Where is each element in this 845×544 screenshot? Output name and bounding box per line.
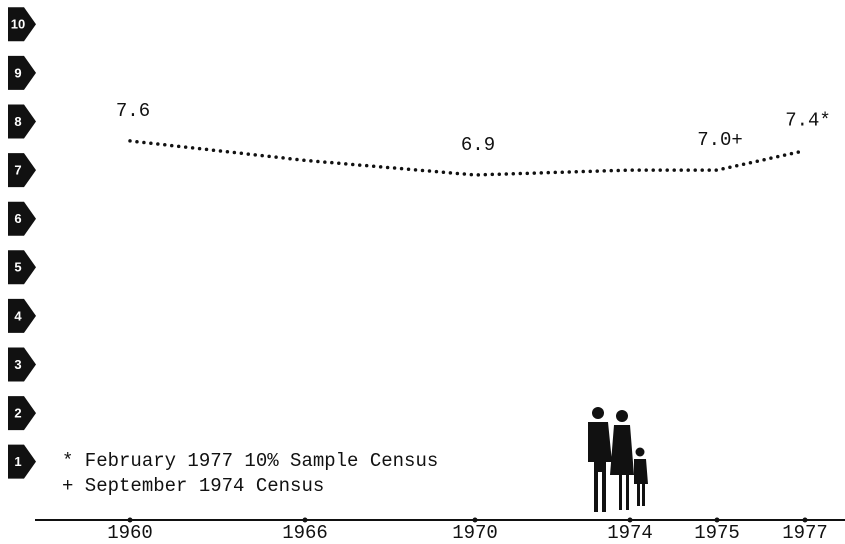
- x-tick: [472, 517, 478, 523]
- y-tick-marker: [8, 298, 36, 333]
- y-tick-label: 4: [14, 308, 22, 323]
- y-tick-label: 1: [14, 454, 21, 469]
- y-tick-marker: [8, 396, 36, 431]
- y-tick-marker: [8, 7, 36, 42]
- x-tick-label: 1970: [452, 522, 498, 544]
- x-tick-label: 1974: [607, 522, 653, 544]
- y-tick-label: 10: [11, 17, 25, 32]
- y-tick-label: 9: [14, 65, 21, 80]
- data-label: 7.4*: [785, 110, 831, 132]
- x-tick: [302, 517, 308, 523]
- data-label: 7.6: [116, 100, 150, 122]
- family-silhouette: [588, 407, 648, 512]
- data-line: [128, 139, 807, 177]
- data-label: 7.0+: [697, 129, 743, 151]
- footnote: * February 1977 10% Sample Census: [62, 450, 438, 472]
- y-tick-marker: [8, 153, 36, 188]
- x-tick-label: 1975: [694, 522, 740, 544]
- footnote: + September 1974 Census: [62, 475, 324, 497]
- x-tick: [802, 517, 808, 523]
- y-tick-marker: [8, 201, 36, 236]
- x-tick-label: 1966: [282, 522, 328, 544]
- y-tick-label: 3: [14, 357, 21, 372]
- y-tick-label: 5: [14, 260, 21, 275]
- x-tick: [627, 517, 633, 523]
- y-tick-marker: [8, 444, 36, 479]
- y-tick-marker: [8, 55, 36, 90]
- y-tick-label: 6: [14, 211, 21, 226]
- x-tick-label: 1960: [107, 522, 153, 544]
- data-label: 6.9: [461, 134, 495, 156]
- y-tick-marker: [8, 104, 36, 139]
- y-tick-label: 2: [14, 406, 21, 421]
- y-tick-marker: [8, 347, 36, 382]
- x-tick: [714, 517, 720, 523]
- y-tick-label: 8: [14, 114, 21, 129]
- y-tick-marker: [8, 250, 36, 285]
- x-tick-label: 1977: [782, 522, 828, 544]
- y-tick-label: 7: [14, 163, 21, 178]
- x-tick: [127, 517, 133, 523]
